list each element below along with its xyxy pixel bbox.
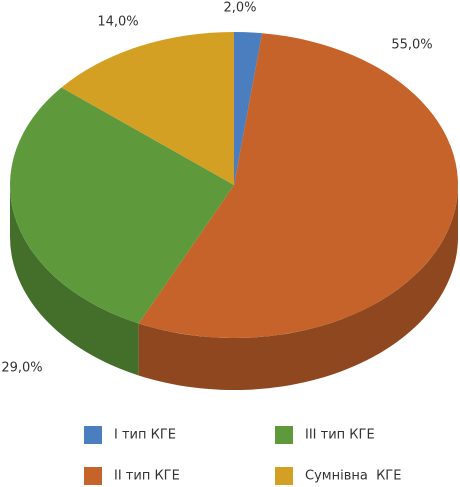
slice [234,32,263,185]
slice [138,33,459,338]
legend-label: ІІ тип КГЕ [114,469,180,484]
legend-label: ІІІ тип КГЕ [305,428,375,443]
legend-label: Сумнівна КГЕ [305,469,401,484]
legend-swatch [275,467,293,485]
data-label: 29,0% [1,361,42,376]
slice-side [10,185,139,376]
data-label: 55,0% [391,38,432,53]
slice [61,32,235,185]
data-label: 2,0% [223,1,256,16]
data-label: 14,0% [97,15,138,30]
legend-swatch [84,467,102,485]
slice-side [138,185,459,390]
slice [9,87,234,324]
legend-swatch [84,426,102,444]
legend-label: І тип КГЕ [114,428,176,443]
legend-swatch [275,426,293,444]
